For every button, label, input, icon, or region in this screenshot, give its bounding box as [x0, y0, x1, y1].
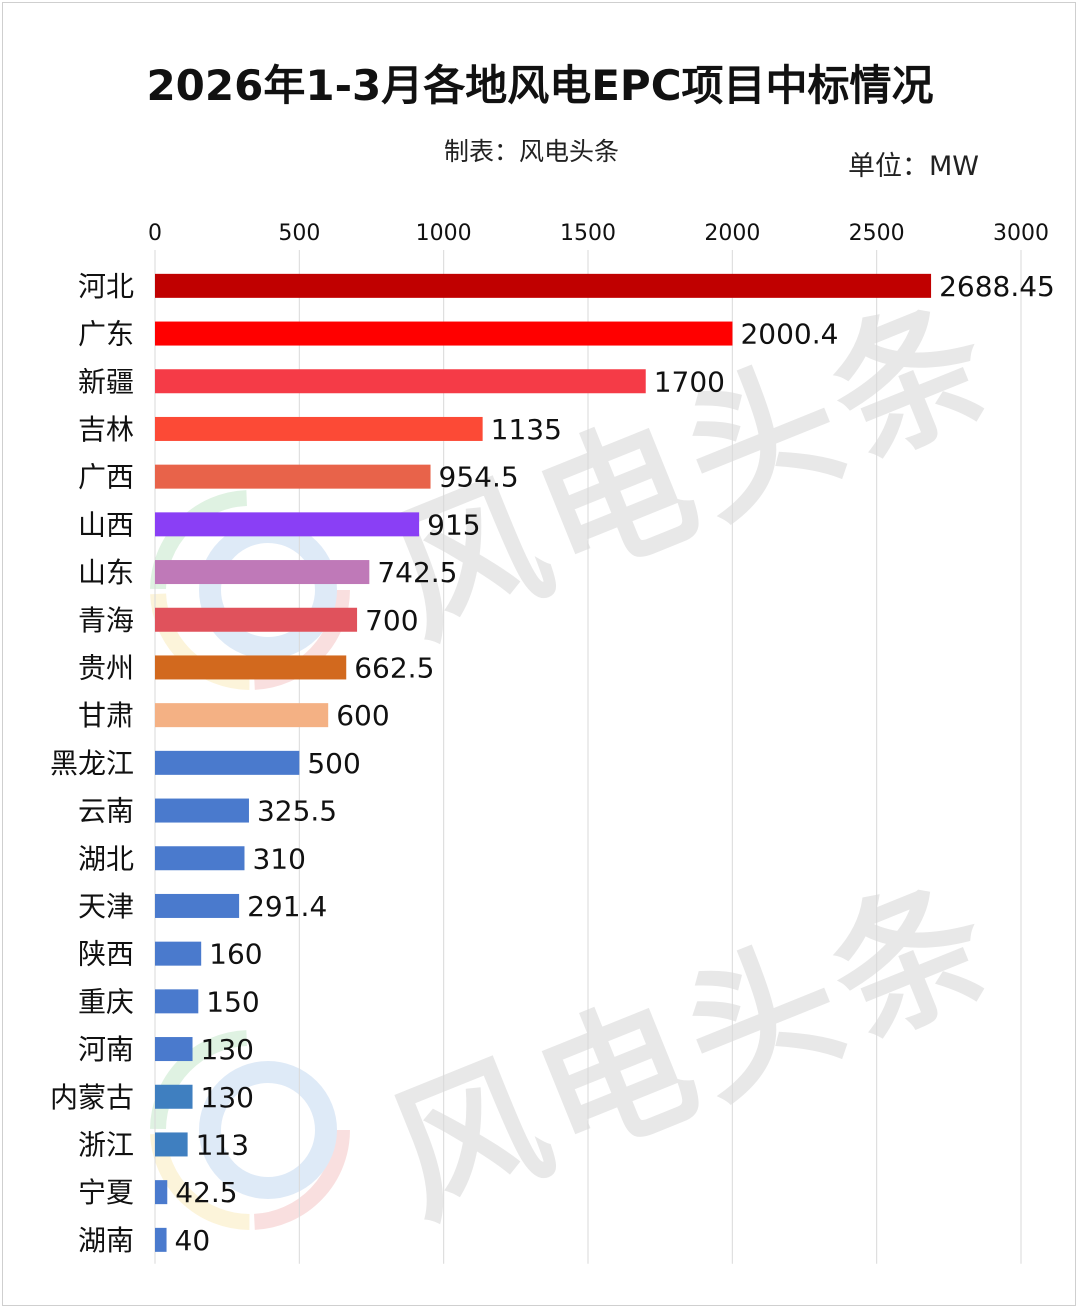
data-label: 130 — [201, 1081, 254, 1114]
category-label: 宁夏 — [78, 1176, 134, 1209]
x-tick-label: 1500 — [560, 221, 616, 246]
category-label: 山西 — [78, 508, 134, 541]
category-label: 陕西 — [78, 938, 134, 971]
bar — [155, 846, 245, 871]
category-label: 云南 — [78, 795, 134, 828]
data-label: 40 — [175, 1224, 211, 1257]
data-label: 662.5 — [354, 651, 434, 684]
data-label: 1135 — [491, 413, 562, 446]
category-label: 湖北 — [78, 842, 134, 875]
category-label: 广东 — [78, 318, 134, 351]
bar — [155, 1037, 193, 1062]
data-label: 1700 — [654, 365, 725, 398]
data-label: 2688.45 — [939, 270, 1055, 303]
data-label: 291.4 — [247, 890, 327, 923]
bar — [155, 1180, 168, 1205]
data-label: 500 — [307, 747, 360, 780]
bar — [155, 989, 199, 1014]
category-label: 广西 — [78, 461, 134, 494]
bar — [155, 703, 329, 728]
x-tick-label: 0 — [148, 221, 162, 246]
bar — [155, 560, 370, 585]
data-label: 325.5 — [257, 795, 337, 828]
category-label: 黑龙江 — [50, 747, 134, 780]
bar — [155, 512, 420, 537]
chart-unit-note: 单位：MW — [848, 151, 979, 182]
bar — [155, 321, 733, 346]
bar — [155, 273, 932, 298]
bar — [155, 464, 431, 489]
category-label: 山东 — [78, 556, 134, 589]
x-tick-label: 3000 — [993, 221, 1049, 246]
bar — [155, 1132, 188, 1157]
category-label: 吉林 — [78, 413, 134, 446]
category-label: 贵州 — [78, 651, 134, 684]
data-label: 130 — [201, 1033, 254, 1066]
watermark-logo-bottom — [150, 1030, 350, 1230]
bar — [155, 893, 240, 918]
bar — [155, 607, 358, 632]
x-tick-label: 1000 — [416, 221, 472, 246]
chart-source-note: 制表：风电头条 — [444, 137, 620, 166]
data-label: 2000.4 — [740, 318, 838, 351]
data-label: 700 — [365, 604, 418, 637]
bar — [155, 416, 483, 441]
data-label: 42.5 — [175, 1176, 237, 1209]
category-label: 青海 — [78, 604, 134, 637]
bar — [155, 1084, 193, 1109]
category-label: 新疆 — [78, 365, 134, 398]
bar — [155, 1227, 167, 1252]
category-label: 重庆 — [78, 985, 134, 1018]
bar — [155, 750, 300, 775]
x-tick-label: 500 — [278, 221, 320, 246]
category-label: 浙江 — [78, 1128, 134, 1161]
bar — [155, 369, 646, 394]
data-label: 150 — [206, 985, 259, 1018]
bar — [155, 941, 202, 966]
data-label: 160 — [209, 938, 262, 971]
data-label: 954.5 — [439, 461, 519, 494]
category-label: 甘肃 — [78, 699, 134, 732]
data-label: 742.5 — [377, 556, 457, 589]
category-label: 内蒙古 — [50, 1081, 134, 1114]
data-label: 310 — [252, 842, 305, 875]
x-tick-label: 2500 — [849, 221, 905, 246]
bar — [155, 798, 249, 823]
x-tick-label: 2000 — [704, 221, 760, 246]
category-label: 湖南 — [78, 1224, 134, 1257]
bar — [155, 655, 347, 680]
chart-title: 2026年1-3月各地风电EPC项目中标情况 — [146, 61, 934, 110]
category-label: 河北 — [78, 270, 134, 303]
data-label: 915 — [427, 508, 480, 541]
category-label: 天津 — [78, 890, 134, 923]
category-label: 河南 — [78, 1033, 134, 1066]
data-label: 113 — [196, 1128, 249, 1161]
data-label: 600 — [336, 699, 389, 732]
